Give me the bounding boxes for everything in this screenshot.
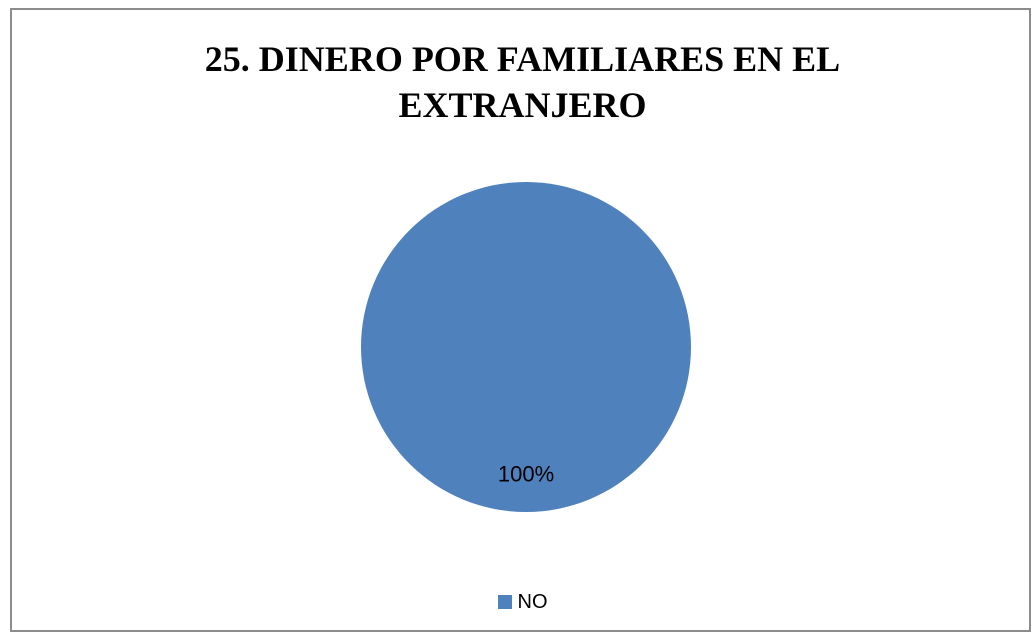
legend-item-no: NO: [497, 590, 548, 614]
pie-chart: 100%: [361, 182, 691, 512]
chart-area: 25. DINERO POR FAMILIARES EN EL EXTRANJE…: [10, 8, 1031, 632]
chart-legend: NO: [12, 590, 1033, 615]
chart-title-text: 25. DINERO POR FAMILIARES EN EL EXTRANJE…: [204, 39, 841, 125]
pie-slices: [361, 182, 691, 512]
chart-title: 25. DINERO POR FAMILIARES EN EL EXTRANJE…: [12, 36, 1033, 128]
pie-data-label: 100%: [498, 462, 554, 487]
pie-slice-no: [361, 182, 691, 512]
legend-swatch: [497, 595, 512, 609]
legend-label: NO: [517, 591, 548, 613]
pie-data-labels: 100%: [498, 462, 554, 487]
